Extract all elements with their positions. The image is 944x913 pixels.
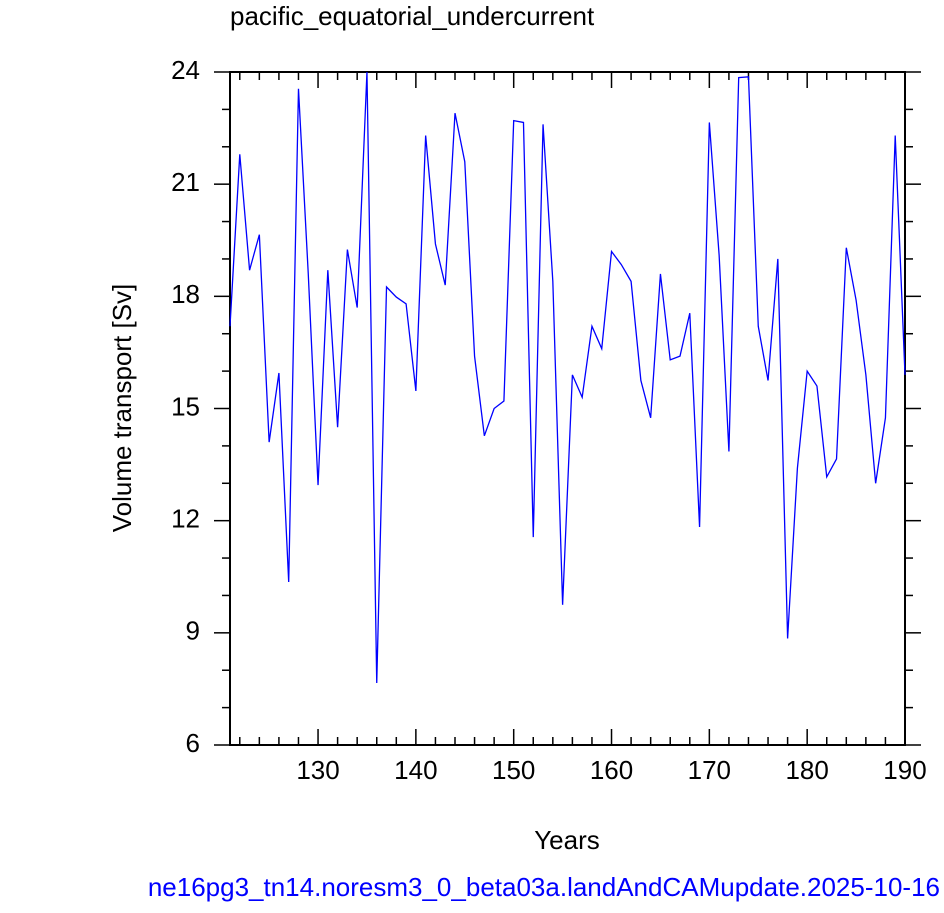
y-tick-label: 15 — [171, 391, 200, 421]
y-tick-label: 9 — [186, 616, 200, 646]
y-tick-label: 12 — [171, 504, 200, 534]
y-tick-label: 24 — [171, 55, 200, 85]
x-tick-label: 130 — [296, 755, 339, 785]
x-tick-label: 180 — [785, 755, 828, 785]
y-axis-label: Volume transport [Sv] — [107, 284, 137, 533]
y-tick-label: 21 — [171, 167, 200, 197]
y-tick-label: 6 — [186, 728, 200, 758]
data-line — [229, 71, 906, 683]
x-axis-label: Years — [534, 825, 600, 855]
x-tick-label: 190 — [883, 755, 926, 785]
x-tick-label: 150 — [492, 755, 535, 785]
x-tick-label: 160 — [590, 755, 633, 785]
chart-title: pacific_equatorial_undercurrent — [230, 1, 595, 31]
x-tick-label: 170 — [688, 755, 731, 785]
footer: ne16pg3_tn14.noresm3_0_beta03a.landAndCA… — [148, 872, 940, 902]
x-tick-label: 140 — [394, 755, 437, 785]
y-tick-label: 18 — [171, 279, 200, 309]
